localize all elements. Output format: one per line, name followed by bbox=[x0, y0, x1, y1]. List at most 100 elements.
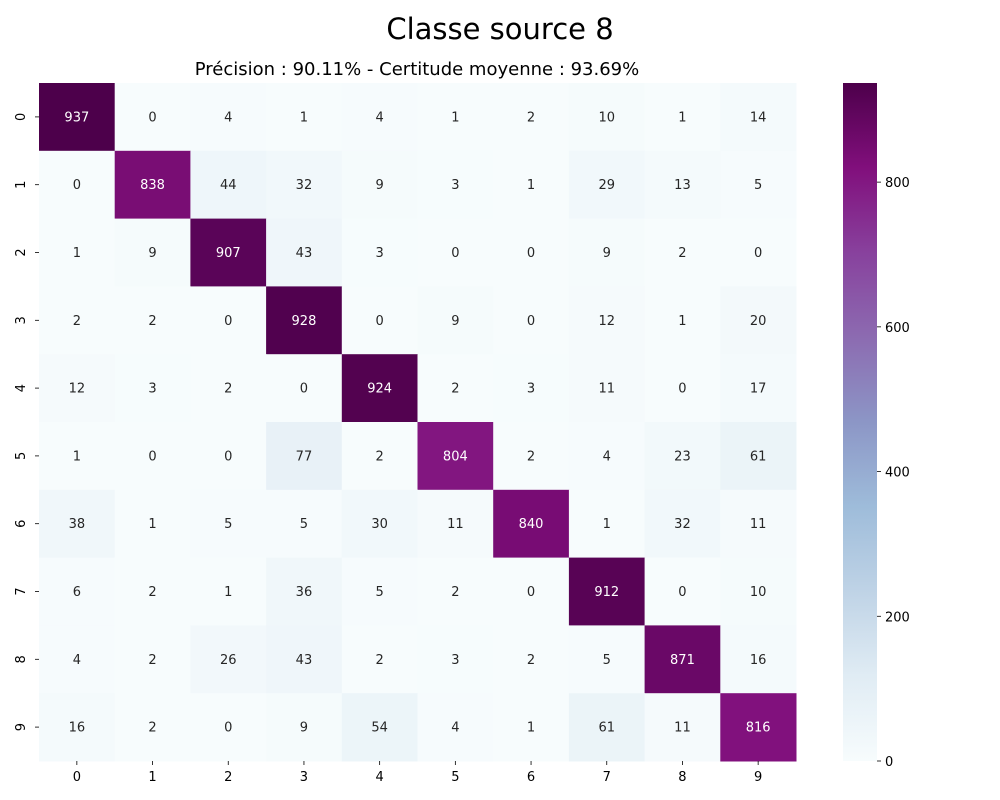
cell-value-label: 2 bbox=[527, 653, 535, 668]
heatmap-cell-r4-c5 bbox=[417, 354, 494, 423]
cell-value-label: 0 bbox=[527, 246, 535, 261]
heatmap-cell-r3-c0 bbox=[39, 286, 116, 355]
cell-value-label: 0 bbox=[678, 382, 686, 397]
colorbar-tick-label: 200 bbox=[885, 610, 910, 625]
heatmap-cell-r9-c3 bbox=[266, 693, 343, 762]
heatmap-cell-r8-c4 bbox=[341, 625, 418, 694]
cell-value-label: 5 bbox=[754, 178, 762, 193]
y-tick-label: 2 bbox=[14, 248, 29, 256]
heatmap-cell-r9-c6 bbox=[493, 693, 570, 762]
cell-value-label: 1 bbox=[300, 110, 308, 125]
cell-value-label: 32 bbox=[296, 178, 313, 193]
heatmap-cell-r1-c2 bbox=[190, 150, 267, 220]
cell-value-label: 0 bbox=[148, 449, 156, 464]
cell-value-label: 3 bbox=[148, 382, 156, 397]
heatmap-cell-r7-c2 bbox=[190, 557, 267, 626]
x-tick-label: 9 bbox=[754, 770, 762, 785]
cell-value-label: 1 bbox=[73, 449, 81, 464]
heatmap-cell-r3-c4 bbox=[341, 286, 418, 355]
cell-value-label: 3 bbox=[451, 653, 459, 668]
heatmap-cell-r0-c6 bbox=[493, 83, 570, 152]
x-axis: 0 1 2 3 4 5 6 7 8 9 bbox=[73, 761, 762, 785]
cell-value-label: 0 bbox=[527, 585, 535, 600]
cell-value-label: 937 bbox=[64, 110, 89, 125]
y-axis: 0 1 2 3 4 5 6 7 8 9 bbox=[14, 113, 39, 731]
heatmap-cell-r4-c0 bbox=[39, 354, 116, 423]
cell-value-label: 77 bbox=[296, 449, 313, 464]
cell-value-label: 11 bbox=[750, 517, 767, 532]
heatmap-cell-r0-c4 bbox=[341, 83, 418, 152]
heatmap-cell-r9-c1 bbox=[114, 693, 191, 762]
cell-value-label: 14 bbox=[750, 110, 767, 125]
colorbar-tick-label: 600 bbox=[885, 321, 910, 336]
cell-value-label: 5 bbox=[376, 585, 384, 600]
heatmap-cell-r5-c6 bbox=[493, 422, 570, 491]
heatmap-cell-r5-c8 bbox=[644, 422, 721, 491]
cell-value-label: 1 bbox=[224, 585, 232, 600]
heatmap-cell-r6-c0 bbox=[39, 489, 116, 559]
cell-value-label: 32 bbox=[674, 517, 691, 532]
heatmap-cell-r9-c0 bbox=[39, 693, 116, 762]
heatmap-cell-r0-c9 bbox=[720, 83, 797, 152]
y-tick-label: 8 bbox=[14, 655, 29, 663]
cell-value-label: 1 bbox=[527, 721, 535, 736]
heatmap-cell-r4-c1 bbox=[114, 354, 191, 423]
colorbar-axis: 0 200 400 600 800 bbox=[877, 176, 910, 770]
cell-value-label: 912 bbox=[594, 585, 619, 600]
heatmap-cell-r1-c3 bbox=[266, 150, 343, 220]
cell-value-label: 2 bbox=[148, 585, 156, 600]
heatmap-cell-r1-c1 bbox=[114, 150, 191, 220]
cell-value-label: 38 bbox=[69, 517, 86, 532]
chart-subtitle: Précision : 90.11% - Certitude moyenne :… bbox=[195, 59, 640, 80]
cell-value-label: 9 bbox=[376, 178, 384, 193]
cell-value-label: 0 bbox=[224, 314, 232, 329]
heatmap-cell-r1-c8 bbox=[644, 150, 721, 220]
heatmap-cell-r7-c0 bbox=[39, 557, 116, 626]
colorbar bbox=[843, 83, 877, 761]
cell-value-label: 1 bbox=[451, 110, 459, 125]
heatmap-cell-r5-c4 bbox=[341, 422, 418, 491]
heatmap-cell-r7-c7 bbox=[568, 557, 646, 626]
heatmap-cell-r5-c0 bbox=[39, 422, 116, 491]
cell-value-label: 26 bbox=[220, 653, 237, 668]
heatmap-cell-r7-c6 bbox=[493, 557, 570, 626]
heatmap-cell-r1-c6 bbox=[493, 150, 570, 220]
cell-value-label: 0 bbox=[376, 314, 384, 329]
heatmap-cell-r1-c5 bbox=[417, 150, 494, 220]
heatmap-cell-r3-c2 bbox=[190, 286, 267, 355]
heatmap-cell-r4-c6 bbox=[493, 354, 570, 423]
heatmap-cell-r0-c1 bbox=[114, 83, 191, 152]
heatmap-cell-r2-c1 bbox=[114, 218, 191, 287]
x-tick-label: 7 bbox=[603, 770, 611, 785]
heatmap-cell-r4-c8 bbox=[644, 354, 721, 423]
cell-value-label: 2 bbox=[224, 382, 232, 397]
cell-value-label: 2 bbox=[451, 382, 459, 397]
heatmap-cell-r9-c7 bbox=[568, 693, 646, 762]
cell-value-label: 20 bbox=[750, 314, 767, 329]
cell-value-label: 1 bbox=[603, 517, 611, 532]
cell-value-label: 0 bbox=[73, 178, 81, 193]
heatmap-cell-r6-c9 bbox=[720, 489, 797, 559]
cell-value-label: 11 bbox=[447, 517, 464, 532]
heatmap-cell-r9-c4 bbox=[341, 693, 418, 762]
heatmap-cell-r3-c7 bbox=[568, 286, 646, 355]
heatmap-cell-r2-c4 bbox=[341, 218, 418, 287]
cell-value-label: 2 bbox=[148, 314, 156, 329]
heatmap-cell-r3-c6 bbox=[493, 286, 570, 355]
cell-value-label: 12 bbox=[69, 382, 86, 397]
cell-value-label: 0 bbox=[300, 382, 308, 397]
heatmap-cell-r8-c2 bbox=[190, 625, 267, 694]
cell-value-label: 2 bbox=[376, 653, 384, 668]
heatmap-cell-r4-c7 bbox=[568, 354, 646, 423]
cell-value-label: 9 bbox=[148, 246, 156, 261]
heatmap-cell-r8-c3 bbox=[266, 625, 343, 694]
cell-value-label: 13 bbox=[674, 178, 691, 193]
cell-value-label: 9 bbox=[603, 246, 611, 261]
cell-value-label: 54 bbox=[371, 721, 388, 736]
x-tick-label: 0 bbox=[73, 770, 81, 785]
cell-value-label: 5 bbox=[224, 517, 232, 532]
cell-value-label: 804 bbox=[443, 449, 468, 464]
y-tick-label: 9 bbox=[14, 723, 29, 731]
heatmap-cell-r4-c4 bbox=[341, 354, 418, 423]
heatmap-cell-r7-c1 bbox=[114, 557, 191, 626]
